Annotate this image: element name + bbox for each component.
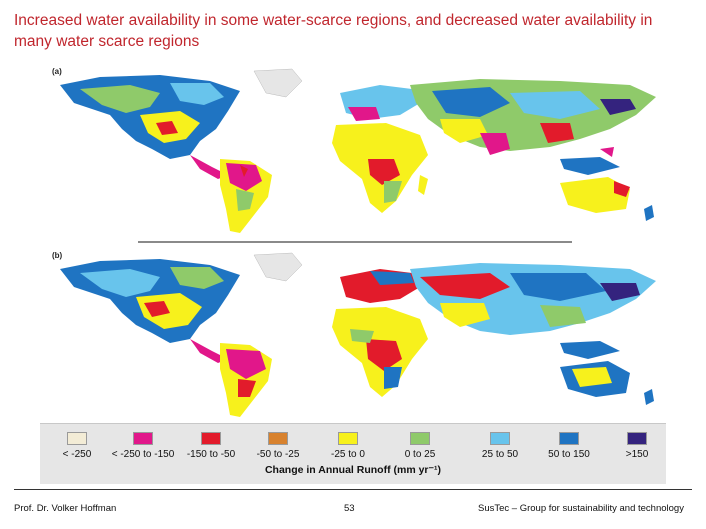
legend-item: 50 to 150 <box>534 432 604 460</box>
legend-label: 0 to 25 <box>404 449 436 460</box>
slide-title: Increased water availability in some wat… <box>14 12 653 50</box>
legend: < -250 < -250 to -150 -150 to -50 -50 to… <box>40 423 666 484</box>
legend-label: 50 to 150 <box>548 449 590 460</box>
legend-item: -50 to -25 <box>243 432 313 460</box>
australia-a <box>560 177 630 213</box>
panel-label-a: (a) <box>52 67 62 76</box>
panel-divider <box>138 241 572 243</box>
legend-item: < -250 <box>42 432 112 460</box>
footer-divider <box>14 489 692 490</box>
legend-label: -25 to 0 <box>331 449 365 460</box>
footer-page-number: 53 <box>344 503 355 514</box>
legend-swatch <box>133 432 153 445</box>
greenland-a <box>253 68 303 98</box>
greenland-b <box>253 252 303 282</box>
panel-label-b: (b) <box>52 251 63 260</box>
map-panel-a: (a) <box>40 63 664 243</box>
legend-swatch <box>338 432 358 445</box>
runoff-figure: (a) <box>40 63 666 484</box>
legend-item: 25 to 50 <box>465 432 535 460</box>
map-panel-b: (b) <box>40 247 664 427</box>
legend-swatch <box>559 432 579 445</box>
legend-label: -150 to -50 <box>186 449 236 460</box>
legend-item: -25 to 0 <box>313 432 383 460</box>
legend-item: >150 <box>602 432 672 460</box>
legend-swatch <box>201 432 221 445</box>
footer-author: Prof. Dr. Volker Hoffman <box>14 503 117 514</box>
legend-item: -150 to -50 <box>176 432 246 460</box>
legend-swatch <box>268 432 288 445</box>
legend-item: < -250 to -150 <box>108 432 178 460</box>
legend-swatch <box>67 432 87 445</box>
legend-label: < -250 to -150 <box>111 449 175 460</box>
legend-label: >150 <box>625 449 649 460</box>
legend-item: 0 to 25 <box>385 432 455 460</box>
legend-label: 25 to 50 <box>481 449 519 460</box>
legend-label: < -250 <box>62 449 92 460</box>
legend-title: Change in Annual Runoff (mm yr⁻¹) <box>264 464 442 476</box>
legend-swatch <box>410 432 430 445</box>
footer-group: SusTec – Group for sustainability and te… <box>478 503 684 514</box>
legend-swatch <box>490 432 510 445</box>
world-map-b <box>40 247 664 425</box>
legend-swatch <box>627 432 647 445</box>
world-map-a <box>40 63 664 241</box>
legend-label: -50 to -25 <box>256 449 300 460</box>
